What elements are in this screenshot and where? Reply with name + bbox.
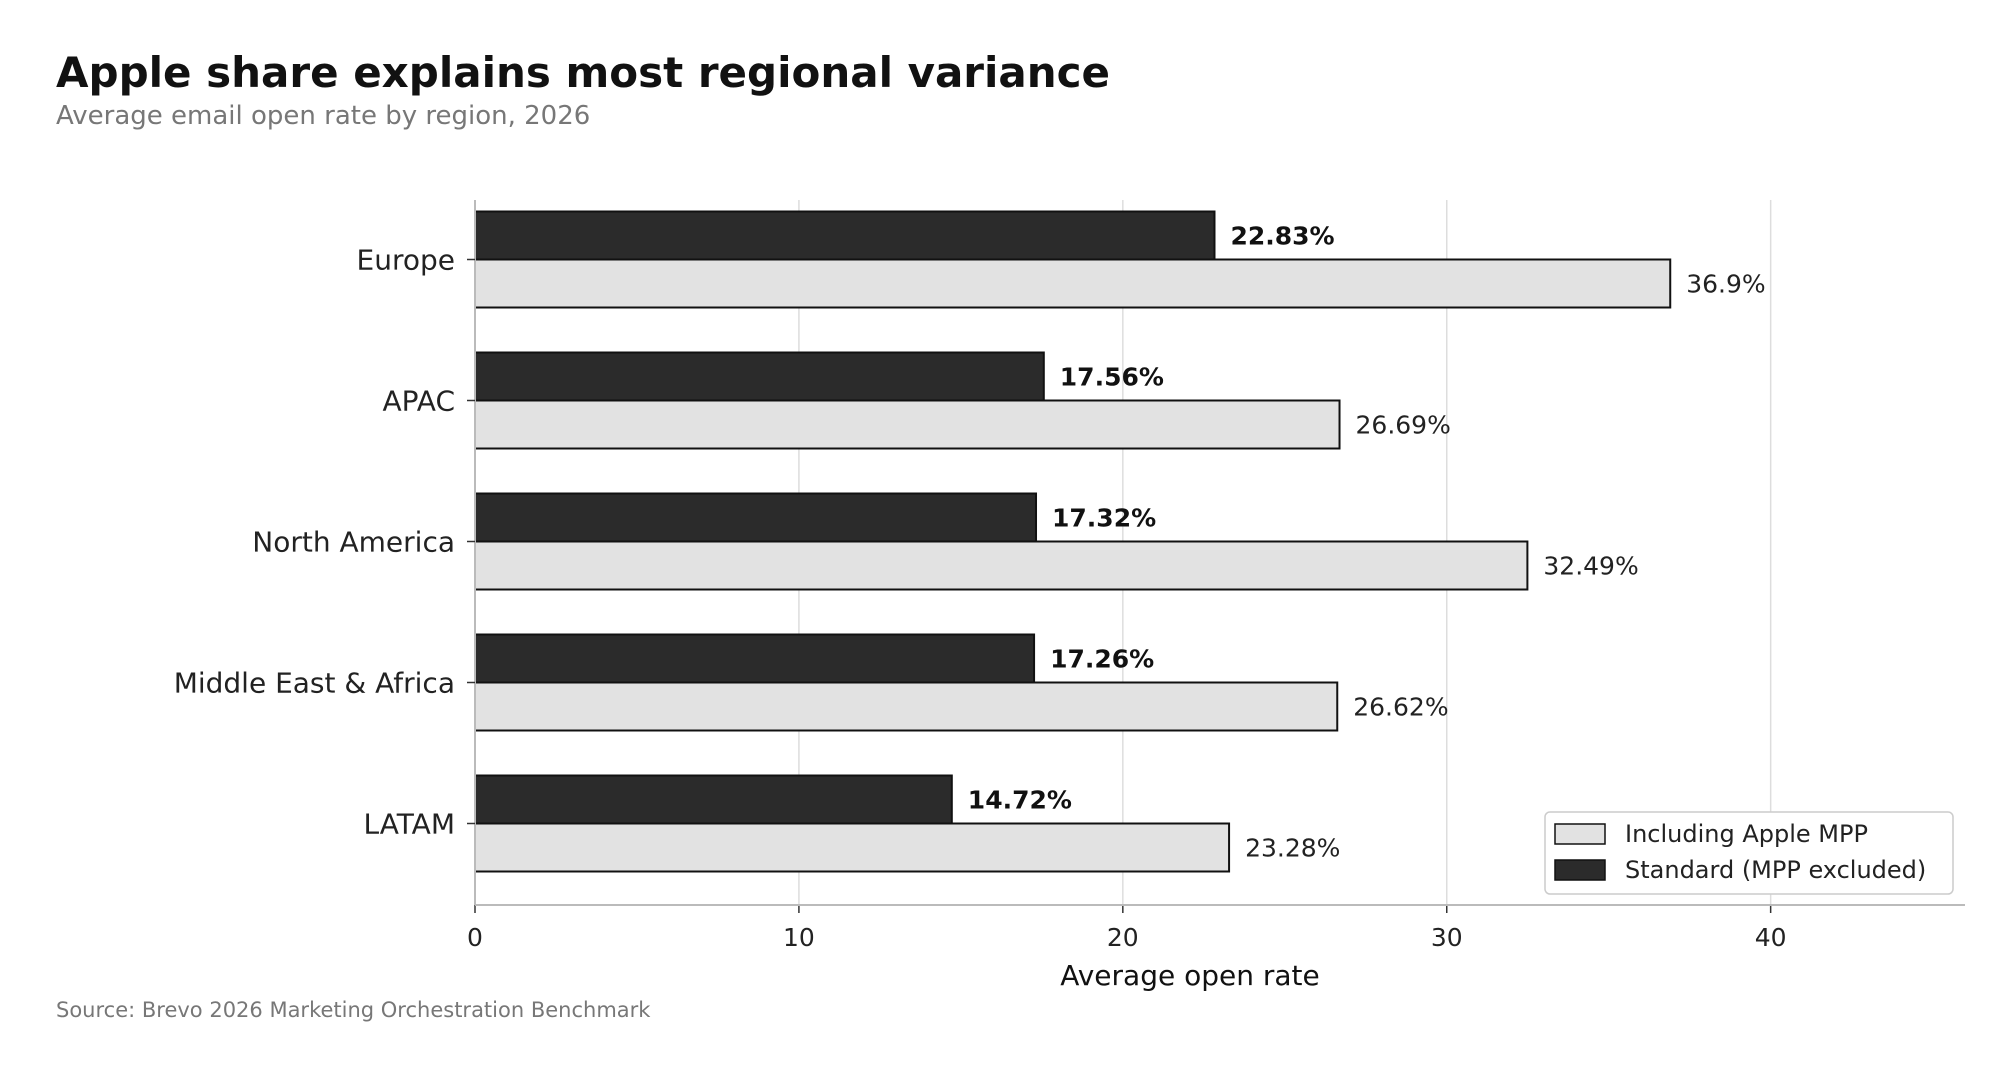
category-label-europe: Europe (357, 244, 455, 277)
category-label-north-america: North America (252, 526, 455, 559)
bar-including-europe (474, 258, 1672, 309)
category-label-middle-east-africa: Middle East & Africa (174, 667, 455, 700)
bar-including-latam (474, 822, 1231, 873)
chart-title: Apple share explains most regional varia… (56, 48, 1111, 97)
chart-subtitle: Average email open rate by region, 2026 (56, 101, 591, 131)
data-label-including-north-america: 32.49% (1543, 552, 1638, 581)
legend: Including Apple MPP Standard (MPP exclude… (1544, 811, 1954, 895)
data-label-standard-middle-east-africa: 17.26% (1050, 645, 1154, 674)
legend-label-standard-mpp-excluded: Standard (MPP excluded) (1625, 856, 1926, 884)
bar-standard-north-america (474, 492, 1038, 543)
axes: 0 10 20 30 40 Average open rate Europe APAC Nort… (174, 200, 1965, 992)
source-note: Source: Brevo 2026 Marketing Orchestrati… (56, 998, 651, 1022)
x-tick-label-40: 40 (1755, 923, 1787, 952)
data-label-standard-north-america: 17.32% (1052, 504, 1156, 533)
bar-standard-apac (474, 351, 1045, 402)
data-label-standard-europe: 22.83% (1230, 222, 1334, 251)
category-label-latam: LATAM (364, 808, 455, 841)
data-labels: 22.83% 36.9% 17.56% 26.69% 17.32% 32.49% 17.26… (968, 222, 1766, 863)
bar-standard-middle-east-africa (474, 633, 1036, 684)
legend-swatch-standard-mpp-excluded (1554, 859, 1606, 881)
x-tick-label-0: 0 (467, 923, 483, 952)
bar-including-apac (474, 399, 1341, 450)
data-label-including-apac: 26.69% (1356, 411, 1451, 440)
legend-box (1544, 811, 1954, 895)
legend-swatch-including-apple-mpp (1554, 823, 1606, 845)
category-label-apac: APAC (383, 385, 455, 418)
bar-including-middle-east-africa (474, 681, 1339, 732)
bar-standard-latam (474, 774, 953, 825)
bars (474, 210, 1672, 873)
x-axis-label: Average open rate (1060, 959, 1320, 992)
data-label-including-europe: 36.9% (1686, 270, 1765, 299)
x-tick-label-10: 10 (783, 923, 815, 952)
x-tick-label-30: 30 (1431, 923, 1463, 952)
x-tick-label-20: 20 (1107, 923, 1139, 952)
bar-including-north-america (474, 540, 1529, 591)
data-label-standard-latam: 14.72% (968, 786, 1072, 815)
data-label-including-latam: 23.28% (1245, 834, 1340, 863)
data-label-standard-apac: 17.56% (1060, 363, 1164, 392)
bar-standard-europe (474, 210, 1216, 261)
data-label-including-middle-east-africa: 26.62% (1353, 693, 1448, 722)
legend-label-including-apple-mpp: Including Apple MPP (1625, 820, 1868, 848)
